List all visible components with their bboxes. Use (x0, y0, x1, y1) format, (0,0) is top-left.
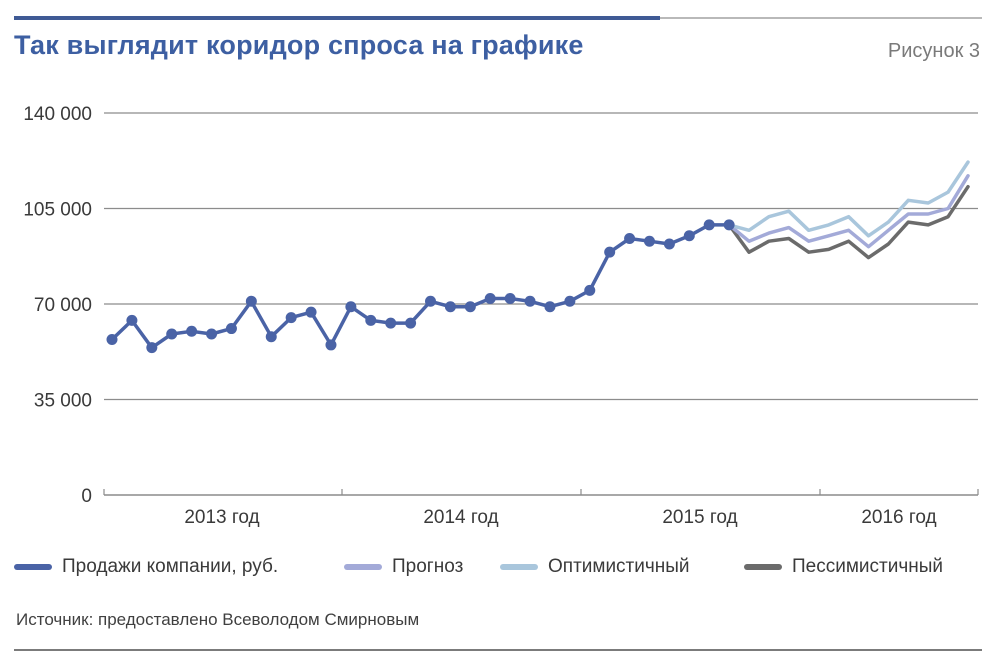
legend-swatch-pessimistic (744, 564, 782, 570)
legend: Продажи компании, руб. Прогноз Оптимисти… (14, 552, 984, 582)
data-point (425, 295, 437, 307)
data-point (504, 293, 516, 305)
data-point (683, 230, 695, 242)
data-point (464, 301, 476, 313)
legend-item-pessimistic: Пессимистичный (744, 552, 943, 582)
data-point (126, 314, 138, 326)
y-tick-label: 0 (81, 486, 92, 507)
data-point (405, 317, 417, 329)
legend-swatch-optimistic (500, 564, 538, 570)
legend-label-forecast: Прогноз (392, 556, 464, 577)
data-point (385, 317, 397, 329)
legend-swatch-sales (14, 564, 52, 570)
data-point (723, 219, 735, 231)
data-point (186, 325, 198, 337)
data-point (365, 314, 377, 326)
series-line-sales (110, 223, 731, 350)
series-line-optimistic (727, 160, 970, 238)
legend-label-sales: Продажи компании, руб. (62, 556, 279, 577)
data-point (703, 219, 715, 231)
data-point (106, 333, 118, 345)
legend-item-optimistic: Оптимистичный (500, 552, 690, 582)
data-point (206, 328, 218, 340)
data-point (663, 238, 675, 250)
line-chart: 0 35 000 70 000 105 000 140 000 2013 год 2014 … (23, 104, 979, 528)
legend-label-optimistic: Оптимистичный (548, 556, 690, 577)
data-point (584, 284, 596, 296)
source-note: Источник: предоставлено Всеволодом Смирн… (16, 610, 420, 629)
x-tick-label: 2015 год (662, 507, 737, 528)
y-tick-label: 35 000 (34, 391, 92, 412)
legend-item-forecast: Прогноз (344, 552, 463, 582)
legend-item-sales: Продажи компании, руб. (14, 552, 278, 582)
data-point (285, 312, 297, 324)
series-line-pessimistic (727, 184, 970, 260)
legend-label-pessimistic: Пессимистичный (792, 556, 943, 577)
data-point (305, 306, 317, 318)
data-point (624, 233, 636, 245)
data-point (444, 301, 456, 313)
figure-label: Рисунок 3 (887, 40, 980, 62)
x-tick-label: 2016 год (861, 507, 936, 528)
footer-rule (14, 649, 982, 651)
data-point (146, 342, 158, 354)
x-tick-label: 2014 год (423, 507, 498, 528)
y-tick-label: 70 000 (34, 295, 92, 316)
y-tick-label: 105 000 (23, 200, 92, 221)
header-rule (660, 17, 982, 19)
data-point (225, 323, 237, 335)
data-point (265, 331, 277, 343)
x-tick-label: 2013 год (184, 507, 259, 528)
data-point (643, 235, 655, 247)
data-point (245, 295, 257, 307)
data-point (325, 339, 337, 351)
y-tick-label: 140 000 (23, 104, 92, 125)
data-point (166, 328, 178, 340)
data-point (544, 301, 556, 313)
legend-swatch-forecast (344, 564, 382, 570)
data-point (604, 246, 616, 258)
data-point (564, 295, 576, 307)
data-point (524, 295, 536, 307)
data-point (345, 301, 357, 313)
data-point (484, 293, 496, 305)
header-accent-rule (14, 16, 660, 20)
chart-title: Так выглядит коридор спроса на графике (14, 30, 584, 60)
series-line-forecast (727, 174, 970, 249)
